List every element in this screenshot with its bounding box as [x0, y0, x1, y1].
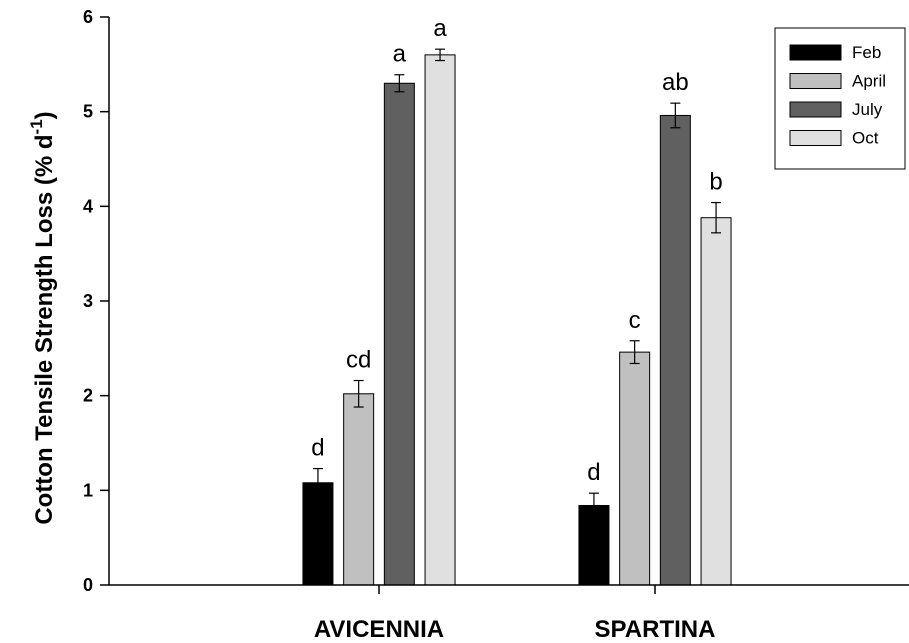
- y-axis-label-main: Cotton Tensile Strength Loss (% d: [31, 134, 58, 524]
- y-tick-label: 2: [83, 386, 93, 406]
- significance-label: a: [433, 15, 447, 42]
- significance-label: ab: [662, 69, 689, 96]
- legend: Feb April July Oct: [775, 28, 905, 169]
- bar: [303, 483, 333, 585]
- legend-swatch: [790, 131, 841, 146]
- legend-swatch: [790, 45, 841, 60]
- bar: [660, 115, 690, 585]
- x-category-label: AVICENNIA: [314, 616, 444, 643]
- y-axis-label-close: ): [31, 111, 58, 119]
- bar: [344, 394, 374, 585]
- legend-label: Oct: [852, 129, 879, 148]
- significance-label: d: [587, 459, 600, 486]
- bar: [620, 352, 650, 585]
- y-tick-label: 5: [83, 102, 93, 122]
- legend-swatch: [790, 102, 841, 117]
- y-tick-label: 4: [83, 196, 93, 216]
- x-category-label: SPARTINA: [595, 616, 716, 643]
- legend-label: Feb: [852, 43, 881, 62]
- legend-label: July: [852, 100, 883, 119]
- significance-label: b: [709, 169, 722, 196]
- significance-label: a: [393, 41, 407, 68]
- significance-label: c: [629, 307, 641, 334]
- legend-swatch: [790, 74, 841, 89]
- y-axis-label-superscript: -1: [27, 119, 46, 134]
- x-axis: AVICENNIA SPARTINA: [109, 585, 909, 643]
- bar: [384, 83, 414, 585]
- significance-label: cd: [346, 347, 371, 374]
- bar: [701, 218, 731, 585]
- y-tick-label: 3: [83, 291, 93, 311]
- bar: [425, 55, 455, 585]
- y-tick-label: 6: [83, 7, 93, 27]
- legend-label: April: [852, 72, 886, 91]
- significance-label: d: [311, 435, 324, 462]
- y-tick-label: 0: [83, 575, 93, 595]
- y-tick-label: 1: [83, 480, 93, 500]
- y-axis: 0 1 2 3 4 5 6: [83, 7, 109, 595]
- y-axis-label: Cotton Tensile Strength Loss (% d-1): [27, 111, 58, 524]
